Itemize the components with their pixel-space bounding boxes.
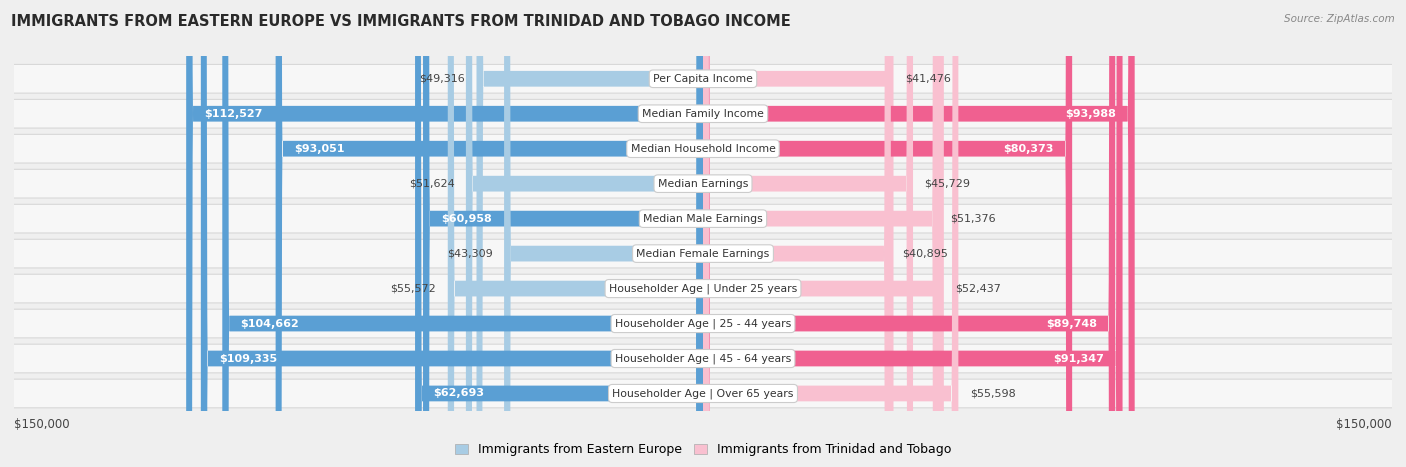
FancyBboxPatch shape [703, 0, 1122, 467]
FancyBboxPatch shape [703, 0, 1073, 467]
FancyBboxPatch shape [703, 0, 939, 467]
FancyBboxPatch shape [276, 0, 703, 467]
Text: Source: ZipAtlas.com: Source: ZipAtlas.com [1284, 14, 1395, 24]
Text: $91,347: $91,347 [1053, 354, 1104, 363]
Text: $93,988: $93,988 [1066, 109, 1116, 119]
FancyBboxPatch shape [423, 0, 703, 467]
Legend: Immigrants from Eastern Europe, Immigrants from Trinidad and Tobago: Immigrants from Eastern Europe, Immigran… [450, 439, 956, 461]
Text: $49,316: $49,316 [419, 74, 465, 84]
Text: Householder Age | 25 - 44 years: Householder Age | 25 - 44 years [614, 318, 792, 329]
FancyBboxPatch shape [222, 0, 703, 467]
Text: Median Earnings: Median Earnings [658, 179, 748, 189]
Text: Per Capita Income: Per Capita Income [652, 74, 754, 84]
Text: $93,051: $93,051 [294, 144, 344, 154]
FancyBboxPatch shape [415, 0, 703, 467]
FancyBboxPatch shape [703, 0, 1135, 467]
Text: $60,958: $60,958 [441, 213, 492, 224]
Text: $55,572: $55,572 [391, 283, 436, 294]
Text: $104,662: $104,662 [240, 318, 299, 329]
Text: $43,309: $43,309 [447, 248, 492, 259]
Text: $51,624: $51,624 [409, 179, 454, 189]
FancyBboxPatch shape [201, 0, 703, 467]
Text: $45,729: $45,729 [925, 179, 970, 189]
Text: Median Family Income: Median Family Income [643, 109, 763, 119]
FancyBboxPatch shape [447, 0, 703, 467]
FancyBboxPatch shape [703, 0, 891, 467]
Text: Householder Age | Under 25 years: Householder Age | Under 25 years [609, 283, 797, 294]
FancyBboxPatch shape [703, 0, 1115, 467]
FancyBboxPatch shape [477, 0, 703, 467]
Text: IMMIGRANTS FROM EASTERN EUROPE VS IMMIGRANTS FROM TRINIDAD AND TOBAGO INCOME: IMMIGRANTS FROM EASTERN EUROPE VS IMMIGR… [11, 14, 792, 29]
Text: Median Male Earnings: Median Male Earnings [643, 213, 763, 224]
Text: Householder Age | 45 - 64 years: Householder Age | 45 - 64 years [614, 353, 792, 364]
Text: $62,693: $62,693 [433, 389, 485, 398]
Text: $55,598: $55,598 [970, 389, 1015, 398]
Text: $41,476: $41,476 [905, 74, 950, 84]
Text: $109,335: $109,335 [219, 354, 277, 363]
FancyBboxPatch shape [703, 0, 943, 467]
Text: $112,527: $112,527 [204, 109, 263, 119]
Text: $40,895: $40,895 [903, 248, 948, 259]
FancyBboxPatch shape [703, 0, 959, 467]
Text: Householder Age | Over 65 years: Householder Age | Over 65 years [612, 388, 794, 399]
Text: $52,437: $52,437 [955, 283, 1001, 294]
FancyBboxPatch shape [505, 0, 703, 467]
Text: Median Household Income: Median Household Income [630, 144, 776, 154]
FancyBboxPatch shape [703, 0, 912, 467]
FancyBboxPatch shape [465, 0, 703, 467]
Text: $150,000: $150,000 [14, 418, 70, 432]
FancyBboxPatch shape [186, 0, 703, 467]
Text: $89,748: $89,748 [1046, 318, 1097, 329]
Text: $51,376: $51,376 [950, 213, 995, 224]
Text: Median Female Earnings: Median Female Earnings [637, 248, 769, 259]
Text: $80,373: $80,373 [1004, 144, 1053, 154]
FancyBboxPatch shape [703, 0, 893, 467]
Text: $150,000: $150,000 [1336, 418, 1392, 432]
